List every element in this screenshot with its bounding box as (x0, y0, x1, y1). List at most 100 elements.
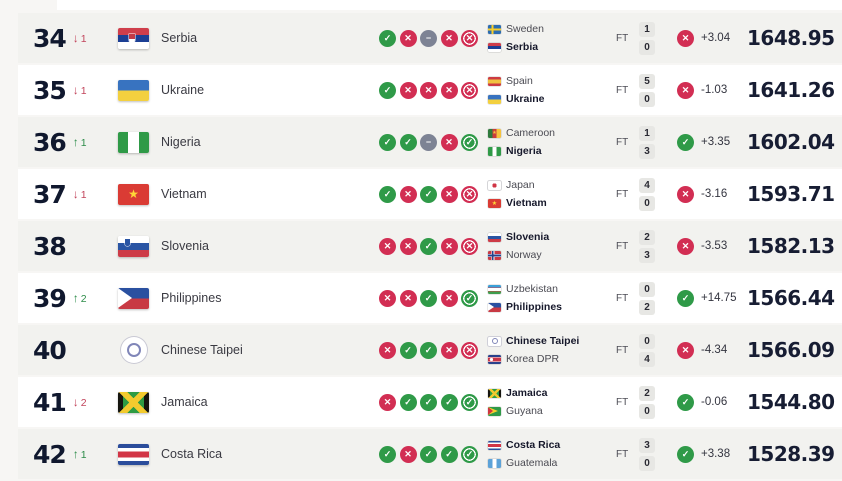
home-team-name: Slovenia (506, 231, 550, 243)
away-score: 3 (639, 247, 655, 263)
form-loss-icon: ✕ (399, 237, 417, 255)
away-team-name: Guatemala (506, 457, 558, 469)
rank-cell: 41 ↓ 2 (18, 388, 103, 417)
table-row[interactable]: 39 ↑ 2 Philippines ✕ ✕ ✓ ✕ ✓ Uzbekistan Phil… (18, 273, 842, 323)
home-flag-icon (488, 388, 501, 398)
form-win-icon: ✓ (379, 185, 396, 203)
form-win-icon: ✓ (440, 393, 458, 411)
match-score: 3 0 (639, 437, 655, 471)
form-indicators: ✕ ✓ ✓ ✓ ✓ (379, 393, 480, 411)
team-name: Chinese Taipei (161, 343, 243, 357)
team-name: Philippines (161, 291, 222, 305)
home-flag-icon (488, 232, 501, 242)
total-points: 1602.04 (747, 130, 835, 154)
last-match-home: Costa Rica (488, 439, 612, 451)
home-flag-icon (488, 128, 501, 138)
last-match-home: Cameroon (488, 127, 612, 139)
last-match-home: Slovenia (488, 231, 612, 243)
points-change-value: +3.38 (701, 448, 731, 460)
table-row[interactable]: 38 Slovenia ✕ ✕ ✓ ✕ ✕ Slovenia Norway F (18, 221, 842, 271)
points-change-value: -0.06 (701, 396, 728, 408)
rank-change-value: 2 (80, 292, 87, 305)
last-match-home: Chinese Taipei (488, 335, 612, 347)
last-match-teams: Sweden Serbia (488, 23, 612, 53)
total-points: 1641.26 (747, 78, 835, 102)
home-score: 2 (639, 385, 655, 401)
rank-change-value: 2 (80, 396, 87, 409)
away-flag-icon (488, 198, 501, 208)
last-match-teams: Cameroon Nigeria (488, 127, 612, 157)
table-row[interactable]: 36 ↑ 1 Nigeria ✓✓−✕✓ Cameroon Nigeria (18, 117, 842, 167)
last-match: Cameroon Nigeria FT 1 3 (488, 125, 655, 159)
table-row[interactable]: 35 ↓ 1 Ukraine ✓ ✕ ✕ ✕ ✕ Spain Ukraine FT (18, 65, 842, 115)
team-name: Vietnam (161, 187, 207, 201)
match-status-label: FT (616, 396, 629, 408)
rank-change: ↑ 1 (73, 136, 87, 149)
form-loss-icon: ✕ (440, 185, 458, 203)
total-points: 1528.39 (747, 442, 835, 466)
points-change: ✕ +3.04 (677, 29, 747, 47)
last-match-home: Jamaica (488, 387, 612, 399)
table-row[interactable]: 34 ↓ 1 Serbia ✓ ✕ − ✕ ✕ Sweden Serbia FT (18, 13, 842, 63)
ranking-table: 34 ↓ 1 Serbia ✓ ✕ − ✕ ✕ Sweden Serbia FT (18, 13, 842, 481)
form-loss-icon: ✕ (461, 81, 478, 99)
table-row[interactable]: 40 Chinese Taipei ✕ ✓ ✓ ✕ ✕ Chinese Taipei K… (18, 325, 842, 375)
form-loss-icon: ✕ (399, 289, 417, 307)
last-match-away: Korea DPR (488, 353, 612, 365)
last-match: Sweden Serbia FT 1 0 (488, 21, 655, 55)
rank-change: ↓ 1 (73, 32, 87, 45)
last-match-away: Guatemala (488, 457, 612, 469)
team-name: Nigeria (161, 135, 201, 149)
form-indicators: ✕ ✕ ✓ ✕ ✕ (379, 237, 480, 255)
away-flag-icon (488, 42, 501, 52)
last-match-teams: Slovenia Norway (488, 231, 612, 261)
team-flag-icon (120, 337, 147, 363)
table-row[interactable]: 37 ↓ 1 Vietnam ✓✕✓✕✕ Japan Vietnam FT (18, 169, 842, 219)
form-loss-icon: ✕ (379, 237, 396, 255)
points-change-icon: ✓ (677, 289, 694, 307)
away-team-name: Nigeria (506, 145, 542, 157)
away-score: 4 (639, 351, 655, 367)
form-loss-icon: ✕ (399, 81, 417, 99)
last-match-away: Nigeria (488, 145, 612, 157)
table-row[interactable]: 41 ↓ 2 Jamaica ✕ ✓ ✓ ✓ ✓ Jamaica Guyana F (18, 377, 842, 427)
rank-number: 39 (33, 283, 67, 313)
away-score: 0 (639, 403, 655, 419)
rank-change: ↑ 1 (73, 448, 87, 461)
rank-change: ↓ 1 (73, 84, 87, 97)
away-score: 0 (639, 455, 655, 471)
points-change-value: +14.75 (701, 292, 737, 304)
form-win-icon: ✓ (420, 185, 437, 203)
form-indicators: ✓ ✕ ✓ ✓ ✓ (379, 445, 480, 463)
rank-change-value: 1 (80, 448, 87, 461)
last-match-away: Serbia (488, 41, 612, 53)
points-change-icon: ✓ (677, 133, 694, 151)
table-row[interactable]: 42 ↑ 1 Costa Rica ✓ ✕ ✓ ✓ ✓ Costa Rica Guate… (18, 429, 842, 479)
total-points: 1566.44 (747, 286, 835, 310)
team-flag-icon (118, 79, 149, 101)
form-loss-icon: ✕ (440, 29, 458, 47)
form-loss-icon: ✕ (399, 185, 417, 203)
form-indicators: ✓ ✕ ✓ ✕ ✕ (379, 185, 480, 203)
rank-number: 37 (33, 179, 67, 209)
team-flag-slot (118, 337, 149, 363)
team-name: Jamaica (161, 395, 208, 409)
last-match-home: Japan (488, 179, 612, 191)
rank-up-icon: ↑ (72, 446, 79, 461)
form-win-icon: ✓ (461, 289, 478, 307)
form-win-icon: ✓ (461, 393, 478, 411)
match-score: 2 0 (639, 385, 655, 419)
form-loss-icon: ✕ (440, 237, 458, 255)
points-change-icon: ✓ (677, 393, 694, 411)
team-name: Serbia (161, 31, 198, 45)
rank-number: 41 (33, 387, 67, 417)
last-match: Uzbekistan Philippines FT 0 2 (488, 281, 655, 315)
home-score: 1 (639, 21, 655, 37)
rank-up-icon: ↑ (72, 134, 79, 149)
rank-up-icon: ↑ (72, 290, 79, 305)
rank-down-icon: ↓ (72, 82, 79, 97)
points-change-value: -3.16 (701, 188, 728, 200)
rank-change-value: 1 (80, 32, 87, 45)
team-name: Ukraine (161, 83, 205, 97)
away-score: 2 (639, 299, 655, 315)
